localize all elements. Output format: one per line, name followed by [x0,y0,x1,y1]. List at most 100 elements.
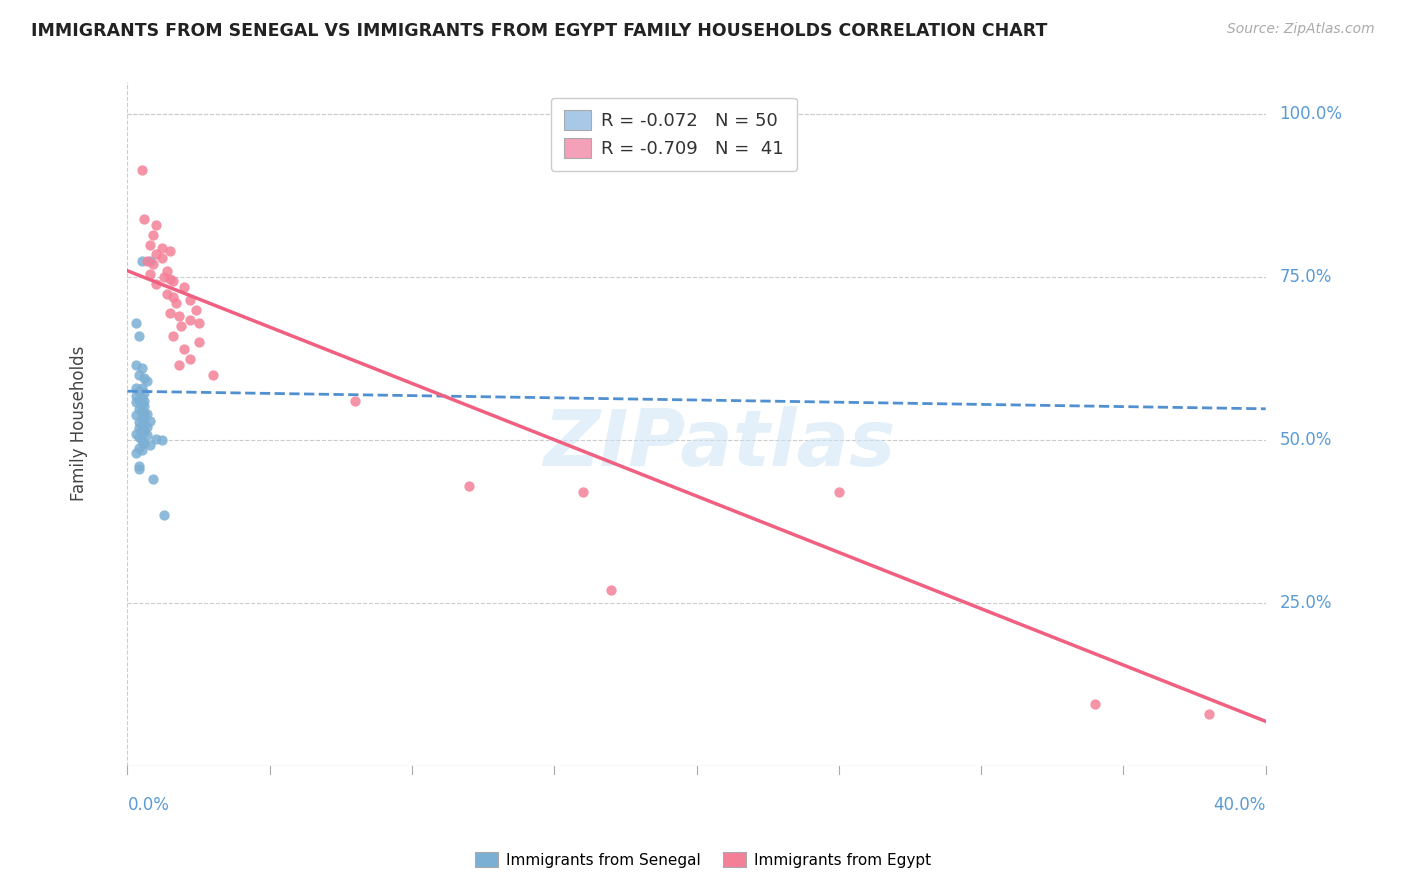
Legend: R = -0.072   N = 50, R = -0.709   N =  41: R = -0.072 N = 50, R = -0.709 N = 41 [551,98,797,171]
Point [159,306,181,320]
Text: 25.0%: 25.0% [1279,594,1331,612]
Point [139,254,162,268]
Point [136,375,159,389]
Point [145,432,167,446]
Point [1084,697,1107,711]
Point [125,389,148,403]
Point [139,413,162,427]
Point [131,397,153,411]
Point [131,391,153,405]
Point [179,312,201,326]
Point [134,371,156,385]
Point [162,273,184,287]
Point [153,270,176,285]
Point [134,425,156,440]
Point [134,211,156,226]
Point [159,271,181,285]
Point [128,421,150,435]
Point [136,254,159,268]
Point [131,442,153,457]
Text: ZIPatlas: ZIPatlas [543,406,896,483]
Point [187,316,209,330]
Point [136,420,159,434]
Point [125,426,148,441]
Point [131,403,153,417]
Point [131,417,153,431]
Point [156,264,179,278]
Text: 50.0%: 50.0% [1279,431,1331,449]
Point [187,335,209,350]
Text: 100.0%: 100.0% [1279,105,1343,123]
Point [201,368,224,382]
Point [145,218,167,232]
Point [131,423,153,437]
Point [128,392,150,407]
Point [150,251,173,265]
Point [136,407,159,421]
Point [134,399,156,413]
Point [128,459,150,474]
Point [153,508,176,522]
Point [128,384,150,399]
Text: 75.0%: 75.0% [1279,268,1331,286]
Point [136,427,159,442]
Point [128,401,150,416]
Point [150,241,173,255]
Point [142,257,165,271]
Point [156,286,179,301]
Point [131,361,153,376]
Point [131,254,153,268]
Point [145,247,167,261]
Point [128,415,150,429]
Point [1198,706,1220,721]
Point [128,441,150,455]
Point [125,316,148,330]
Point [142,472,165,486]
Point [134,406,156,420]
Text: 40.0%: 40.0% [1213,797,1265,814]
Point [167,358,190,372]
Point [134,394,156,409]
Point [139,267,162,281]
Point [125,409,148,423]
Point [128,329,150,343]
Point [134,412,156,426]
Point [125,381,148,395]
Point [134,418,156,433]
Point [131,162,153,177]
Point [184,302,207,317]
Point [457,478,479,492]
Point [139,438,162,452]
Point [128,368,150,382]
Point [125,395,148,409]
Text: Source: ZipAtlas.com: Source: ZipAtlas.com [1227,22,1375,37]
Point [828,485,851,500]
Point [165,296,187,310]
Text: IMMIGRANTS FROM SENEGAL VS IMMIGRANTS FROM EGYPT FAMILY HOUSEHOLDS CORRELATION C: IMMIGRANTS FROM SENEGAL VS IMMIGRANTS FR… [31,22,1047,40]
Point [179,293,201,307]
Point [344,394,367,409]
Point [139,237,162,252]
Point [159,244,181,259]
Legend: Immigrants from Senegal, Immigrants from Egypt: Immigrants from Senegal, Immigrants from… [470,846,936,873]
Point [142,227,165,242]
Point [600,582,623,597]
Point [125,446,148,460]
Point [128,430,150,444]
Point [134,436,156,450]
Point [179,351,201,366]
Point [131,410,153,425]
Point [131,381,153,395]
Point [162,290,184,304]
Point [150,433,173,447]
Point [145,277,167,291]
Point [125,358,148,372]
Y-axis label: Family Households: Family Households [69,346,87,501]
Point [170,319,193,334]
Point [128,462,150,476]
Point [173,280,195,294]
Point [162,329,184,343]
Point [571,485,593,500]
Text: 0.0%: 0.0% [128,797,169,814]
Point [173,342,195,356]
